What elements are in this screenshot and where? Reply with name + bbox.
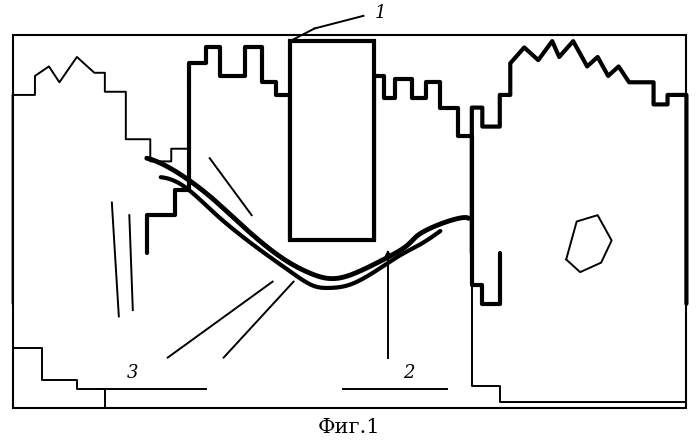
Text: 2: 2 bbox=[403, 365, 415, 382]
Text: Фиг.1: Фиг.1 bbox=[318, 418, 381, 437]
Text: 1: 1 bbox=[375, 4, 387, 22]
Bar bbox=[290, 41, 374, 241]
Bar bbox=[13, 35, 686, 408]
Text: 3: 3 bbox=[127, 365, 138, 382]
